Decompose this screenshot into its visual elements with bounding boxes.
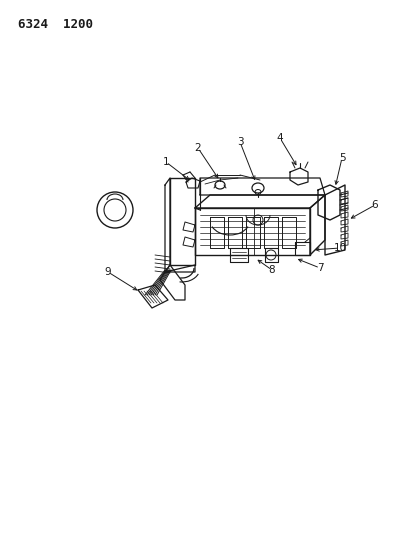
Text: 10: 10	[333, 243, 346, 253]
Text: 7: 7	[317, 263, 323, 273]
Text: 2: 2	[195, 143, 201, 153]
Text: 4: 4	[277, 133, 283, 143]
Text: 6324  1200: 6324 1200	[18, 18, 93, 31]
Text: 5: 5	[339, 153, 345, 163]
Text: 3: 3	[237, 137, 243, 147]
Text: 8: 8	[269, 265, 275, 275]
Text: 9: 9	[105, 267, 111, 277]
Text: 6: 6	[372, 200, 378, 210]
Text: 1: 1	[163, 157, 169, 167]
